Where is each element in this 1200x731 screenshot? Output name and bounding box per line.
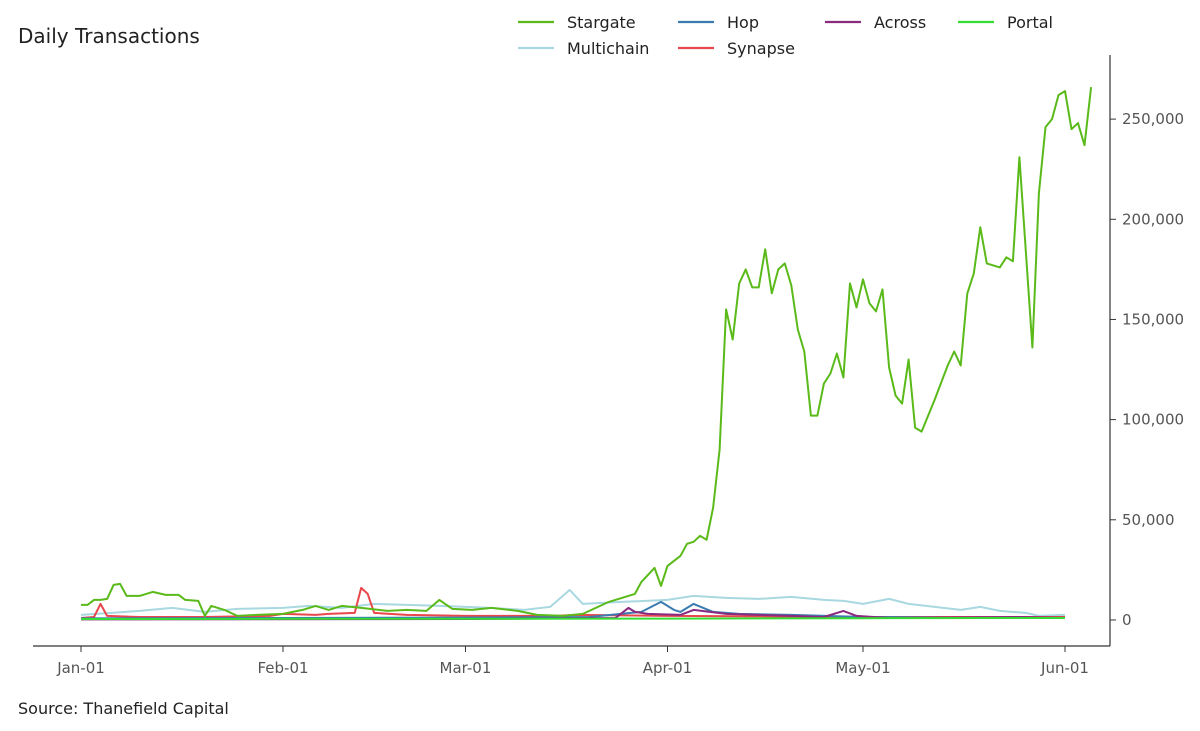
x-tick-label: Apr-01 [643, 659, 693, 677]
legend-label-stargate: Stargate [567, 13, 636, 32]
series-line-multichain [80, 588, 1066, 617]
legend-label-synapse: Synapse [727, 39, 795, 58]
y-tick-label: 50,000 [1122, 511, 1175, 529]
series-line-hop [80, 600, 1066, 620]
series-line-across [80, 606, 1066, 621]
source-note: Source: Thanefield Capital [18, 699, 229, 718]
y-tick-label: 100,000 [1122, 411, 1184, 429]
x-tick-label: May-01 [835, 659, 890, 677]
x-tick-label: Feb-01 [257, 659, 308, 677]
y-tick-label: 0 [1122, 611, 1132, 629]
x-tick-label: Jun-01 [1040, 659, 1089, 677]
legend-label-hop: Hop [727, 13, 759, 32]
series-line-portal [80, 617, 1066, 620]
legend-label-portal: Portal [1007, 13, 1053, 32]
legend-label-multichain: Multichain [567, 39, 649, 58]
y-tick-label: 200,000 [1122, 210, 1184, 228]
y-tick-label: 250,000 [1122, 110, 1184, 128]
x-tick-label: Jan-01 [56, 659, 105, 677]
x-tick-label: Mar-01 [440, 659, 492, 677]
y-tick-label: 150,000 [1122, 310, 1184, 328]
series-line-stargate [81, 86, 1093, 617]
legend-label-across: Across [874, 13, 926, 32]
chart-title: Daily Transactions [18, 24, 200, 48]
